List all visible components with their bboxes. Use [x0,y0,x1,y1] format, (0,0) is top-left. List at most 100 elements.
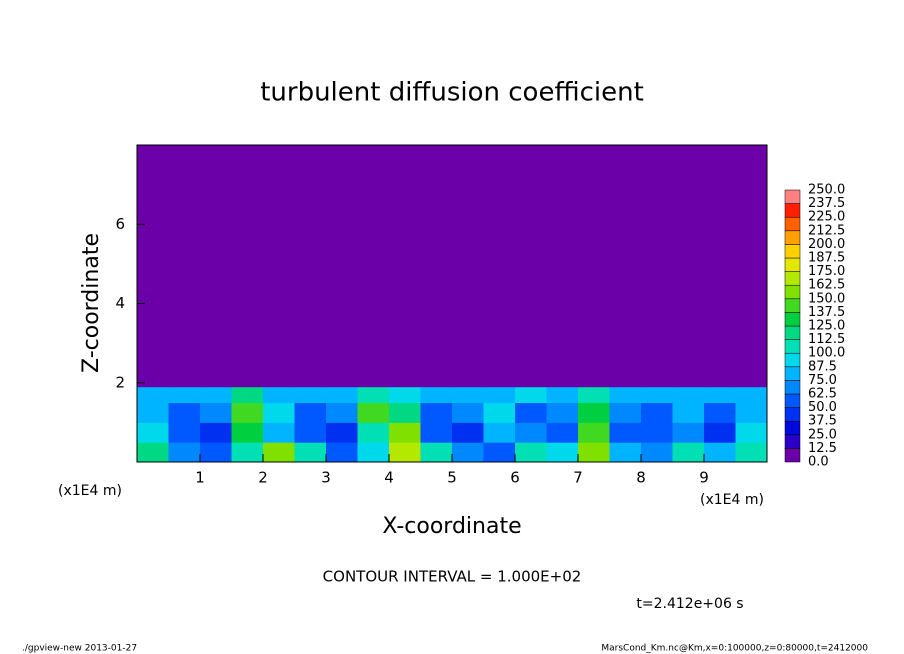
colorbar-label: 212.5 [808,223,845,238]
field-cell [735,145,768,388]
field-cell [326,442,358,463]
colorbar-label: 225.0 [808,210,845,225]
field-cell [609,442,642,463]
field-cell [200,402,232,423]
colorbar-swatch [784,284,801,300]
field-cell [357,442,390,463]
field-cell [546,386,579,404]
field-cell [294,145,327,388]
field-cell [483,386,516,404]
field-cell [420,386,453,404]
field-cell [137,422,169,443]
x-tick-label: 3 [321,469,331,487]
field-cell [515,145,547,388]
x-tick-label: 4 [384,469,394,487]
field-cell [672,442,705,463]
field-cell [672,386,705,404]
x-axis-label: X-coordinate [382,514,521,539]
x-tick-label: 6 [510,469,520,487]
field-cell [389,442,421,463]
field-cell [389,422,421,443]
field-cell [326,386,358,404]
field-cell [641,442,673,463]
field-cell [735,422,768,443]
field-cell [704,386,736,404]
field-cell [609,145,642,388]
field-cell [609,402,642,423]
colorbar-swatch [784,312,801,327]
colorbar-label: 25.0 [808,427,837,442]
field-cell [200,386,232,404]
field-cell [263,442,295,463]
field-cell [263,402,295,423]
colorbar-label: 87.5 [808,359,837,374]
field-cell [641,402,673,423]
field-cell [609,386,642,404]
colorbar-swatch [784,189,801,204]
colorbar-swatch [784,393,801,408]
field-cell [641,422,673,443]
colorbar-swatch [784,366,801,381]
field-cell [263,386,295,404]
colorbar-label: 200.0 [808,237,845,252]
colorbar-label: 250.0 [808,183,845,198]
field-cell [578,402,610,423]
field-cell [168,442,201,463]
field-cell [168,422,201,443]
colorbar-swatch [784,216,801,232]
colorbar-label: 100.0 [808,346,845,361]
colorbar-label: 237.5 [808,196,845,211]
colorbar-label: 62.5 [808,387,837,402]
field-cell [452,442,484,463]
field-cell [137,145,169,388]
field-cell [704,145,736,388]
field-cell [672,422,705,443]
x-tick-label: 8 [636,469,646,487]
x-tick-label: 5 [447,469,457,487]
colorbar-swatch [784,203,801,218]
field-cell [609,422,642,443]
field-cell [578,145,610,388]
x-unit: (x1E4 m) [700,492,764,508]
x-tick-label: 1 [195,469,205,487]
field-cell [326,402,358,423]
field-cell [263,422,295,443]
field-cell [231,145,264,388]
field-cell [389,402,421,423]
field-cell [420,402,453,423]
colorbar-label: 112.5 [808,332,845,347]
x-tick-label: 9 [699,469,709,487]
field-cell [231,422,264,443]
field-cell [546,422,579,443]
field-cell [137,442,169,463]
field-cell [389,145,421,388]
field-cell [735,386,768,404]
colorbar-label: 125.0 [808,319,845,334]
y-tick-label: 6 [115,215,125,233]
field-cell [515,386,547,404]
field-cell [515,422,547,443]
contour-note: CONTOUR INTERVAL = 1.000E+02 [323,568,582,586]
field-cell [578,442,610,463]
colorbar-label: 137.5 [808,305,845,320]
field-cell [672,402,705,423]
field-cell [578,422,610,443]
field-cell [452,422,484,443]
colorbar-swatch [784,380,801,395]
colorbar-swatch [784,271,801,286]
colorbar-label: 0.0 [808,455,829,470]
field-cell [357,386,390,404]
field-cell [389,386,421,404]
colorbar-label: 150.0 [808,291,845,306]
colorbar-label: 37.5 [808,414,837,429]
field-cell [168,145,201,388]
field-cell [420,442,453,463]
y-tick-label: 4 [115,294,125,312]
colorbar-swatch [784,339,801,354]
colorbar-swatch [784,407,801,422]
colorbar-label: 50.0 [808,400,837,415]
field-cell [231,442,264,463]
colorbar-swatch [784,352,801,368]
field-cell [546,402,579,423]
